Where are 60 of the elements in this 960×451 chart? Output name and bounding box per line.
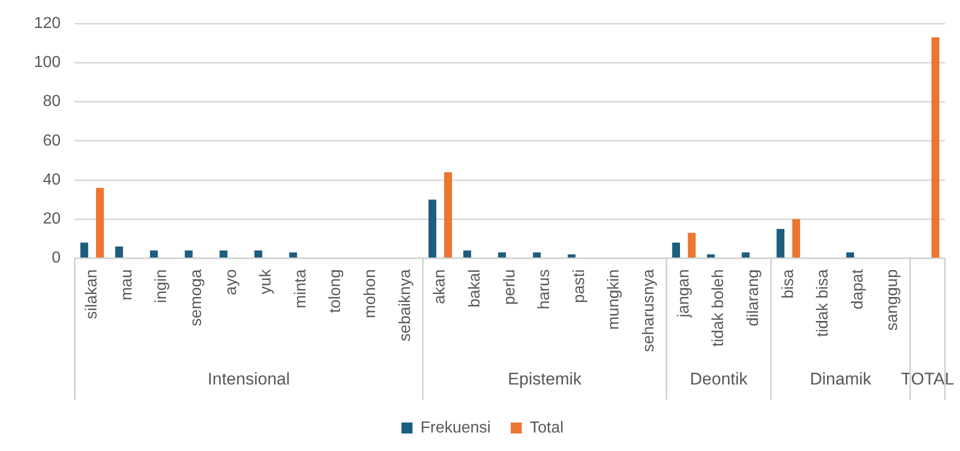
x-tick-label: sebaiknya [396,269,414,342]
y-tick-label: 120 [34,15,61,32]
bar [96,188,104,258]
x-tick-label: mau [118,269,136,300]
bar [498,252,506,258]
bar [846,252,854,258]
x-tick-label: minta [292,269,310,308]
bar [184,250,193,258]
y-tick-label: 60 [42,132,61,150]
x-tick-label: ayo [222,269,240,296]
x-tick-label: ingin [153,269,170,304]
x-tick-label: tidak boleh [710,269,728,347]
text: Intensional [208,370,290,389]
bar [254,250,262,258]
bar [742,252,750,258]
bar [568,254,576,258]
x-tick-label: tolong [327,269,344,313]
y-tick-label: 20 [42,210,61,228]
bar [428,200,436,258]
x-tick-label: bisa [780,269,797,299]
y-tick-label: 40 [42,171,61,188]
bar [688,232,696,258]
bar [115,246,123,258]
bar [776,228,784,258]
y-tick-label: 80 [42,93,61,110]
x-tick-label: semoga [188,269,205,326]
text: Deontik [690,370,748,389]
text: TOTAL [900,370,954,389]
bar [672,242,680,258]
x-tick-label: akan [432,269,449,304]
x-tick-label: perlu [501,269,518,305]
x-tick-label: mohon [362,269,380,318]
x-tick-label: bakal [466,269,484,308]
legend-label: Frekuensi [420,419,491,436]
bar [932,37,940,258]
bar [80,242,88,258]
bar [289,252,298,258]
x-tick-label: yuk [258,268,275,294]
x-tick-label: seharusnya [640,269,658,352]
bar [444,172,452,258]
x-tick-label: pasti [570,269,588,304]
text: Epistemik [508,370,582,389]
bar [532,252,541,258]
x-tick-label: mungkin [606,269,623,330]
bar [463,250,472,258]
x-tick-label: sanggup [884,269,902,331]
x-tick-label: dilarang [744,269,762,326]
x-tick-label: harus [536,269,554,310]
x-tick-label: tidak bisa [814,269,832,337]
y-tick-label: 100 [34,54,61,72]
bar [792,219,800,258]
bar [150,250,158,258]
bar [220,250,228,258]
y-tick-label: 0 [52,250,61,267]
x-tick-label: silakan [84,269,101,320]
legend-label: Total [530,419,564,436]
bar [706,254,715,258]
text: Dinamik [810,370,872,389]
x-tick-label: dapat [849,268,866,310]
x-tick-label: jangan [675,269,692,318]
